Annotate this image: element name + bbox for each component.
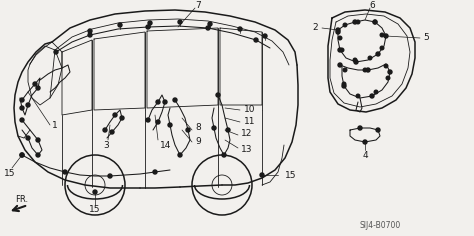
Circle shape [168, 123, 172, 127]
Circle shape [254, 38, 258, 42]
Circle shape [260, 173, 264, 177]
Circle shape [343, 68, 347, 72]
Circle shape [212, 126, 216, 130]
Text: 9: 9 [195, 138, 201, 147]
Circle shape [156, 100, 160, 104]
Circle shape [153, 170, 157, 174]
Circle shape [263, 34, 267, 38]
Circle shape [36, 138, 40, 142]
Text: SIJ4-B0700: SIJ4-B0700 [359, 220, 401, 229]
Circle shape [103, 128, 107, 132]
Circle shape [26, 136, 30, 140]
Circle shape [26, 103, 30, 107]
Circle shape [163, 100, 167, 104]
Circle shape [118, 23, 122, 27]
Text: 10: 10 [244, 105, 255, 114]
Circle shape [113, 113, 117, 117]
Circle shape [173, 98, 177, 102]
Circle shape [338, 63, 342, 67]
Circle shape [120, 116, 124, 120]
Circle shape [373, 20, 377, 24]
Circle shape [363, 68, 367, 72]
Text: 4: 4 [362, 151, 368, 160]
Circle shape [238, 27, 242, 31]
Circle shape [386, 76, 390, 80]
Circle shape [20, 106, 24, 110]
Circle shape [88, 33, 92, 37]
Circle shape [380, 46, 384, 50]
Text: 11: 11 [244, 118, 255, 126]
Circle shape [356, 20, 360, 24]
Circle shape [110, 130, 114, 134]
Text: 15: 15 [89, 206, 101, 215]
Text: 3: 3 [103, 140, 109, 149]
Circle shape [146, 118, 150, 122]
Circle shape [88, 29, 92, 33]
Circle shape [338, 36, 342, 40]
Circle shape [178, 20, 182, 24]
Circle shape [343, 23, 347, 27]
Circle shape [226, 128, 230, 132]
Circle shape [380, 33, 384, 37]
Circle shape [222, 153, 226, 157]
Text: 15: 15 [285, 170, 297, 180]
Text: 15: 15 [4, 169, 16, 178]
Circle shape [146, 25, 150, 29]
Text: 6: 6 [369, 1, 375, 10]
Circle shape [342, 84, 346, 88]
Circle shape [342, 82, 346, 86]
Circle shape [20, 118, 24, 122]
Circle shape [186, 128, 190, 132]
Circle shape [374, 90, 378, 94]
Circle shape [336, 30, 340, 34]
Circle shape [376, 128, 380, 132]
Text: 14: 14 [160, 140, 172, 149]
Circle shape [216, 93, 220, 97]
Circle shape [358, 126, 362, 130]
Circle shape [208, 22, 212, 26]
Circle shape [354, 60, 358, 64]
Circle shape [338, 48, 342, 52]
Circle shape [336, 28, 340, 32]
Circle shape [356, 94, 360, 98]
Circle shape [156, 120, 160, 124]
Text: 12: 12 [241, 128, 252, 138]
Circle shape [353, 20, 357, 24]
Circle shape [20, 153, 24, 157]
Circle shape [376, 52, 380, 56]
Circle shape [366, 68, 370, 72]
Text: 1: 1 [52, 122, 58, 131]
Text: 8: 8 [195, 123, 201, 132]
Text: FR.: FR. [16, 195, 28, 205]
Circle shape [33, 82, 37, 86]
Text: 7: 7 [195, 1, 201, 10]
Text: 2: 2 [312, 24, 318, 33]
Circle shape [340, 48, 344, 52]
Circle shape [384, 64, 388, 68]
Circle shape [36, 153, 40, 157]
Circle shape [148, 21, 152, 25]
Circle shape [63, 170, 67, 174]
Circle shape [373, 20, 377, 24]
Circle shape [20, 98, 24, 102]
Circle shape [363, 140, 367, 144]
Text: 13: 13 [241, 146, 253, 155]
Circle shape [206, 26, 210, 30]
Circle shape [54, 50, 58, 54]
Circle shape [353, 58, 357, 62]
Circle shape [178, 153, 182, 157]
Circle shape [384, 34, 388, 38]
Circle shape [20, 153, 24, 157]
Circle shape [370, 94, 374, 98]
Circle shape [93, 190, 97, 194]
Circle shape [36, 86, 40, 90]
Circle shape [368, 56, 372, 60]
Circle shape [108, 174, 112, 178]
Circle shape [388, 70, 392, 74]
Text: 5: 5 [423, 34, 429, 42]
